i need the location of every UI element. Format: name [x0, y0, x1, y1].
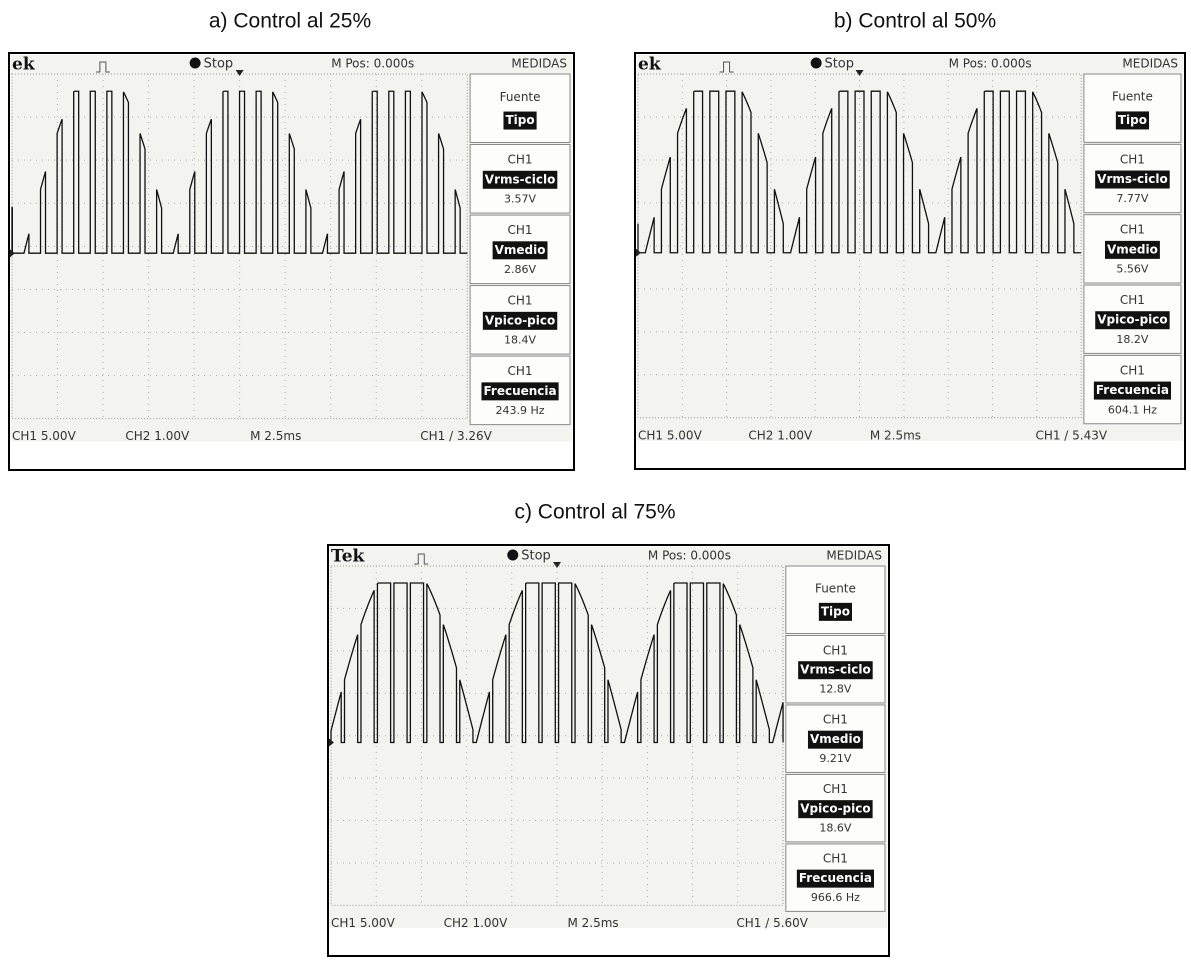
- caption: a) Control al 25%: [209, 10, 371, 33]
- trigger-state: Stop: [824, 57, 854, 72]
- position: M Pos: 0.000s: [648, 549, 731, 563]
- position: M Pos: 0.000s: [949, 57, 1032, 71]
- menu-title: MEDIDAS: [511, 57, 567, 71]
- menu-box: [470, 74, 570, 143]
- stop-dot: [190, 58, 201, 69]
- menu-box: [786, 566, 885, 633]
- menu-option: Frecuencia: [1096, 383, 1169, 397]
- menu-title: MEDIDAS: [1122, 57, 1178, 71]
- brand: ek: [638, 55, 662, 75]
- menu-option: Frecuencia: [483, 384, 556, 398]
- oscilloscope: Tek Stop M Pos: 0.000s MEDIDAS Fuente Tipo CH1…: [328, 545, 889, 956]
- channel: CH1: [1120, 293, 1145, 307]
- measurement-value: 966.6 Hz: [811, 891, 860, 904]
- menu-option: Tipo: [1118, 113, 1147, 127]
- menu-label: Fuente: [500, 90, 541, 104]
- menu-option: Vmedio: [495, 243, 546, 257]
- menu-box: [1084, 74, 1181, 142]
- trigger-state: Stop: [204, 57, 234, 72]
- menu-option: Vrms-ciclo: [485, 172, 556, 186]
- footer-ch1: CH1 5.00V: [12, 429, 77, 443]
- trigger-state: Stop: [521, 549, 551, 564]
- menu-label: Fuente: [1112, 90, 1153, 104]
- brand: Tek: [331, 547, 366, 567]
- position: M Pos: 0.000s: [331, 57, 414, 71]
- footer-trigger: CH1 / 5.43V: [1035, 428, 1107, 442]
- caption: c) Control al 75%: [514, 501, 675, 524]
- footer-ch2: CH2 1.00V: [748, 428, 813, 442]
- measurement-value: 5.56V: [1116, 263, 1148, 276]
- menu-option: Vpico-pico: [1097, 313, 1167, 327]
- brand: ek: [12, 55, 36, 75]
- footer-trigger: CH1 / 5.60V: [736, 916, 808, 930]
- footer-trigger: CH1 / 3.26V: [420, 429, 492, 443]
- channel: CH1: [1120, 223, 1145, 237]
- footer-time: M 2.5ms: [250, 429, 301, 443]
- channel: CH1: [823, 782, 848, 796]
- measurement-value: 9.21V: [819, 752, 851, 765]
- menu-option: Tipo: [821, 604, 850, 618]
- stop-dot: [507, 550, 518, 561]
- menu-option: Vrms-ciclo: [800, 663, 871, 677]
- page: a) Control al 25% ek Stop M Pos: 0.000s MEDI…: [0, 0, 1191, 960]
- menu-option: Vmedio: [1107, 242, 1158, 256]
- footer-time: M 2.5ms: [870, 428, 921, 442]
- measurement-value: 12.8V: [819, 683, 851, 696]
- oscilloscope: ek Stop M Pos: 0.000s MEDIDAS Fuente Tipo CH1 V…: [9, 53, 574, 470]
- channel: CH1: [508, 364, 533, 378]
- footer-ch1: CH1 5.00V: [331, 916, 396, 930]
- stop-dot: [811, 58, 822, 69]
- figure: a) Control al 25% ek Stop M Pos: 0.000s MEDI…: [0, 0, 1191, 960]
- footer-time: M 2.5ms: [567, 916, 618, 930]
- menu-option: Vpico-pico: [485, 313, 555, 327]
- oscilloscope: ek Stop M Pos: 0.000s MEDIDAS Fuente Tipo CH1 V…: [635, 53, 1185, 469]
- menu-option: Frecuencia: [799, 871, 872, 885]
- channel: CH1: [508, 153, 533, 167]
- channel: CH1: [1120, 363, 1145, 377]
- menu-option: Vpico-pico: [800, 802, 870, 816]
- menu-label: Fuente: [815, 581, 856, 595]
- measurement-value: 18.4V: [504, 334, 536, 347]
- menu-option: Tipo: [505, 113, 534, 127]
- caption: b) Control al 50%: [834, 10, 996, 33]
- measurement-value: 3.57V: [504, 193, 536, 206]
- channel: CH1: [1120, 152, 1145, 166]
- channel: CH1: [823, 852, 848, 866]
- footer-ch1: CH1 5.00V: [638, 428, 703, 442]
- measurement-value: 243.9 Hz: [496, 404, 545, 417]
- measurement-value: 18.2V: [1116, 333, 1148, 346]
- channel: CH1: [508, 294, 533, 308]
- channel: CH1: [823, 643, 848, 657]
- measurement-value: 604.1 Hz: [1108, 403, 1157, 416]
- footer-ch2: CH2 1.00V: [125, 429, 190, 443]
- channel: CH1: [823, 713, 848, 727]
- measurement-value: 2.86V: [504, 263, 536, 276]
- menu-option: Vmedio: [810, 732, 861, 746]
- menu-title: MEDIDAS: [826, 549, 882, 563]
- menu-option: Vrms-ciclo: [1097, 172, 1168, 186]
- measurement-value: 7.77V: [1116, 192, 1148, 205]
- channel: CH1: [508, 223, 533, 237]
- measurement-value: 18.6V: [819, 822, 851, 835]
- footer-ch2: CH2 1.00V: [444, 916, 509, 930]
